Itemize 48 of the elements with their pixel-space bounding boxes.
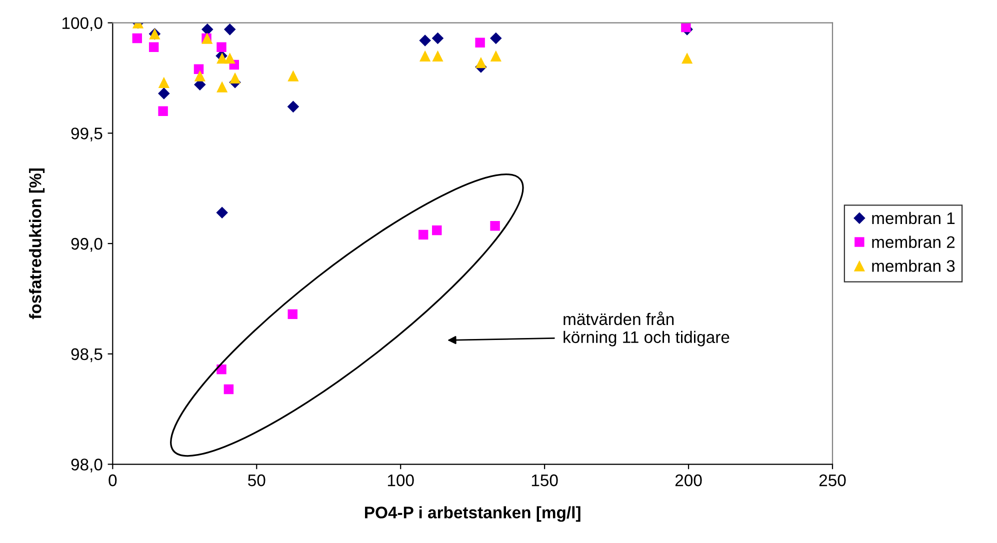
point xyxy=(682,52,693,64)
point xyxy=(288,70,299,82)
x-tick-label: 150 xyxy=(532,474,558,486)
x-tick-label: 0 xyxy=(108,474,117,486)
point xyxy=(418,230,428,240)
point xyxy=(419,34,431,46)
x-axis-title: PO4-P i arbetstanken [mg/l] xyxy=(365,506,580,522)
point xyxy=(681,22,691,32)
x-tick-label: 100 xyxy=(388,474,414,486)
point xyxy=(216,206,228,219)
point xyxy=(432,50,444,62)
point xyxy=(432,32,444,44)
point xyxy=(490,50,502,62)
point xyxy=(158,76,170,88)
point xyxy=(490,32,502,44)
point xyxy=(216,52,228,64)
annotation: mätvärden från körning 11 och tidigare xyxy=(564,312,730,346)
point xyxy=(432,225,442,236)
point xyxy=(490,221,500,231)
point xyxy=(287,100,300,113)
point xyxy=(475,38,485,48)
y-tick-label: 99,5 xyxy=(71,128,102,142)
x-tick-label: 250 xyxy=(819,474,846,486)
legend-label: membran 3 xyxy=(872,260,955,272)
point xyxy=(216,364,226,374)
x-tick-label: 200 xyxy=(675,474,702,486)
point xyxy=(229,72,241,84)
point xyxy=(194,70,206,82)
y-tick-label: 98,5 xyxy=(71,348,102,362)
point xyxy=(475,56,486,68)
y-tick-label: 98,0 xyxy=(71,458,102,472)
point xyxy=(158,88,170,100)
point xyxy=(216,42,226,52)
point xyxy=(216,81,228,92)
point xyxy=(148,42,159,52)
y-tick-label: 100,0 xyxy=(62,17,102,31)
point xyxy=(420,50,431,62)
point xyxy=(224,52,236,64)
point xyxy=(288,309,298,320)
x-tick-label: 50 xyxy=(248,474,266,486)
y-axis-title: fosfatreduktion [%] xyxy=(29,168,45,320)
legend-label: membran 1 xyxy=(872,212,955,224)
y-tick-label: 99,0 xyxy=(71,238,102,252)
point xyxy=(224,384,234,394)
point xyxy=(132,33,142,44)
point xyxy=(224,24,236,36)
legend-label: membran 2 xyxy=(872,236,955,248)
point xyxy=(158,106,168,116)
